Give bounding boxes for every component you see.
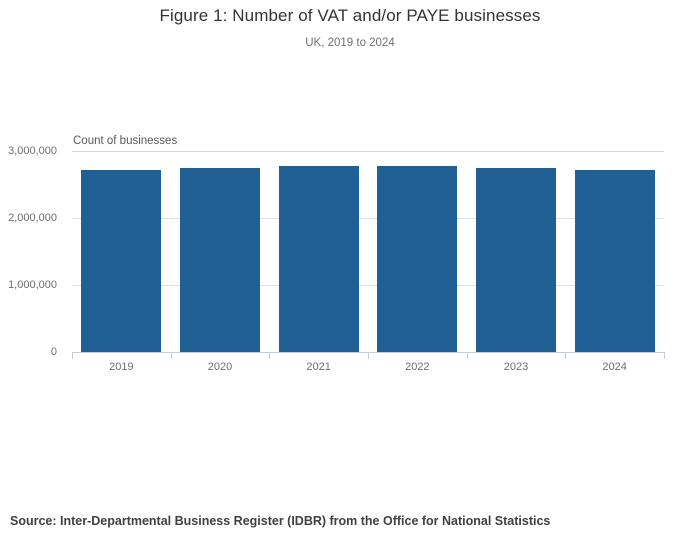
- x-axis-tick: [664, 352, 665, 359]
- chart-subtitle: UK, 2019 to 2024: [305, 37, 395, 49]
- gridline-1000000: [72, 285, 664, 286]
- y-tick-label-1000000: 1,000,000: [8, 279, 57, 291]
- plot-area: [72, 151, 664, 353]
- x-tick-label-2019: 2019: [109, 361, 134, 373]
- x-tick-label-2023: 2023: [503, 361, 529, 373]
- y-tick-label-0: 0: [50, 346, 57, 358]
- x-axis-tick: [170, 352, 172, 359]
- x-tick-label-2020: 2020: [207, 361, 233, 373]
- bar-2024: [574, 170, 655, 352]
- bar-2023: [476, 168, 556, 352]
- bar-2019: [81, 169, 162, 352]
- y-tick-label-2000000: 2,000,000: [8, 212, 57, 224]
- chart-title: Figure 1: Number of VAT and/or PAYE busi…: [159, 6, 541, 25]
- x-tick-label-2022: 2022: [405, 361, 430, 373]
- x-axis-tick: [72, 352, 73, 359]
- x-axis-tick: [565, 352, 567, 359]
- x-axis-tick: [269, 352, 271, 359]
- gridline-2000000: [72, 218, 664, 219]
- bar-2020: [180, 167, 260, 352]
- gridline-3000000: [72, 151, 664, 152]
- x-tick-label-2024: 2024: [602, 361, 627, 373]
- bar-2021: [278, 166, 359, 352]
- bar-2022: [377, 166, 458, 352]
- x-axis-tick: [368, 352, 369, 359]
- y-axis-title: Count of businesses: [73, 135, 178, 147]
- y-tick-label-3000000: 3,000,000: [8, 145, 57, 157]
- x-tick-label-2021: 2021: [306, 361, 331, 373]
- source-note: Source: Inter-Departmental Business Regi…: [10, 514, 551, 528]
- x-axis-tick: [466, 352, 468, 359]
